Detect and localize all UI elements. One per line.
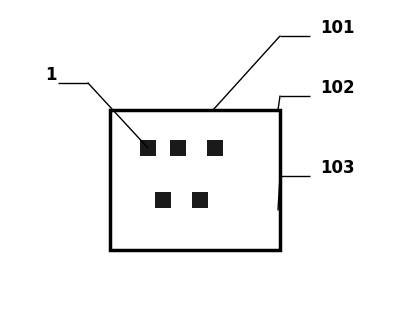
Bar bbox=[155, 192, 171, 208]
Bar bbox=[207, 140, 223, 156]
Bar bbox=[110, 110, 280, 250]
Bar bbox=[140, 140, 156, 156]
Text: 103: 103 bbox=[320, 159, 355, 177]
Bar bbox=[170, 140, 186, 156]
Text: 102: 102 bbox=[320, 79, 355, 97]
Text: 1: 1 bbox=[45, 66, 56, 84]
Bar bbox=[192, 192, 208, 208]
Text: 101: 101 bbox=[320, 19, 354, 37]
